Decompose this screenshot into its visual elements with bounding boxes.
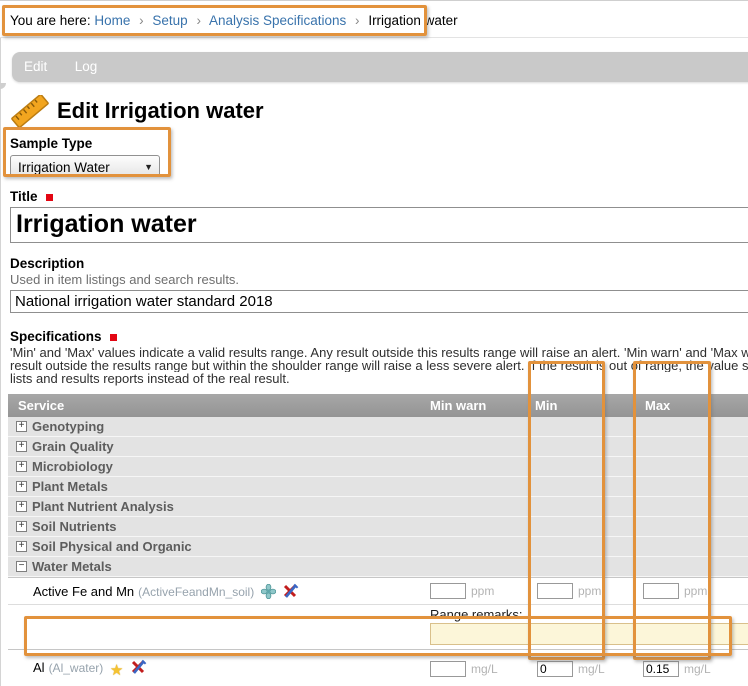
fan-icon: [260, 583, 277, 599]
page-heading: Edit Irrigation water: [10, 94, 748, 128]
breadcrumb-prefix: You are here:: [10, 13, 91, 28]
range-remarks-input-active-fe-and-mn[interactable]: [430, 622, 748, 645]
category-row-grain-quality[interactable]: + Grain Quality: [8, 436, 748, 457]
breadcrumb-link-setup[interactable]: Setup: [152, 13, 188, 28]
category-row-soil-physical-and-organic[interactable]: + Soil Physical and Organic: [8, 536, 748, 557]
tab-log[interactable]: Log: [74, 59, 98, 74]
column-header-service: Service: [18, 397, 65, 413]
expand-icon[interactable]: +: [16, 500, 27, 512]
specifications-label: Specifications: [10, 329, 748, 344]
sample-type-select[interactable]: Irrigation Water ▼: [10, 155, 160, 177]
min-input-al[interactable]: [537, 660, 573, 677]
category-row-genotyping[interactable]: + Genotyping: [8, 416, 748, 437]
breadcrumb-separator: ›: [139, 13, 144, 28]
specifications-help: 'Min' and 'Max' values indicate a valid …: [10, 346, 748, 386]
min-input-active-fe-and-mn[interactable]: [537, 582, 573, 599]
service-keyword: (ActiveFeandMn_soil): [138, 584, 255, 599]
column-header-max: Max: [645, 397, 671, 413]
min-warn-input-active-fe-and-mn[interactable]: [430, 582, 466, 599]
ruler-icon: [11, 95, 49, 127]
max-input-active-fe-and-mn[interactable]: [643, 582, 679, 599]
service-name: Active Fe and Mn: [33, 583, 135, 599]
star-icon: ★: [109, 661, 124, 679]
category-row-plant-nutrient-analysis[interactable]: + Plant Nutrient Analysis: [8, 496, 748, 517]
title-label: Title: [10, 189, 748, 204]
expand-icon[interactable]: +: [16, 460, 27, 472]
content-corner-decoration: [0, 83, 6, 89]
category-row-water-metals[interactable]: − Water Metals: [8, 556, 748, 577]
specifications-table: Service Min warn Min Max + Genotyping + …: [8, 393, 748, 686]
crossed-syringe-icon: [284, 583, 299, 598]
title-input[interactable]: [10, 207, 748, 243]
sample-type-selected-value: Irrigation Water: [18, 159, 110, 175]
expand-icon[interactable]: +: [16, 480, 27, 492]
category-row-plant-metals[interactable]: + Plant Metals: [8, 476, 748, 497]
required-marker: [45, 194, 53, 201]
expand-icon[interactable]: +: [16, 520, 27, 532]
breadcrumb-link-analysis-specifications[interactable]: Analysis Specifications: [208, 13, 347, 28]
breadcrumb-separator: ›: [196, 13, 201, 28]
description-label: Description: [10, 256, 85, 271]
service-keyword: (Al_water): [48, 660, 104, 675]
tab-bar: Edit Log: [12, 52, 748, 82]
expand-icon[interactable]: +: [16, 420, 27, 432]
column-header-min-warn: Min warn: [430, 397, 487, 413]
service-row-al: Al(Al_water) ★ mg/L mg/L mg/L: [8, 648, 748, 686]
collapse-icon[interactable]: −: [16, 560, 27, 572]
crossed-syringe-icon: [131, 659, 147, 674]
category-row-soil-nutrients[interactable]: + Soil Nutrients: [8, 516, 748, 537]
service-row-active-fe-and-mn: Active Fe and Mn (ActiveFeandMn_soil): [8, 576, 748, 604]
description-help: Used in item listings and search results…: [10, 272, 240, 287]
breadcrumb-current: Irrigation water: [368, 13, 458, 28]
range-remarks-label: Range remarks:: [8, 603, 748, 622]
chevron-down-icon: ▼: [144, 162, 153, 172]
breadcrumb-separator: ›: [355, 13, 360, 28]
page-title: Edit Irrigation water: [57, 98, 264, 123]
description-input[interactable]: [10, 290, 748, 313]
tab-edit[interactable]: Edit: [24, 59, 48, 74]
category-row-microbiology[interactable]: + Microbiology: [8, 456, 748, 477]
required-marker: [109, 334, 117, 341]
expand-icon[interactable]: +: [16, 540, 27, 552]
expand-icon[interactable]: +: [16, 440, 27, 452]
page-left-border: [0, 38, 1, 686]
sample-type-label: Sample Type: [10, 136, 93, 151]
column-header-min: Min: [535, 397, 558, 413]
min-warn-input-al[interactable]: [430, 660, 466, 677]
breadcrumb-link-home[interactable]: Home: [94, 13, 131, 28]
max-input-al[interactable]: [643, 660, 679, 677]
table-header-row: Service Min warn Min Max: [8, 393, 748, 417]
service-name: Al: [33, 659, 45, 675]
breadcrumb: You are here: Home › Setup › Analysis Sp…: [0, 0, 748, 38]
